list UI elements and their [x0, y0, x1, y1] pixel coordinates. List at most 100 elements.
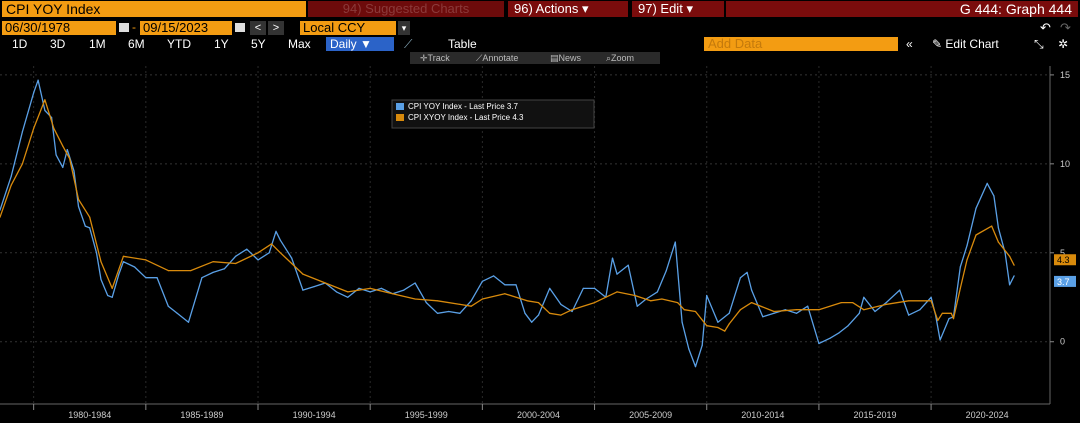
end-date-field[interactable]: 09/15/2023 — [140, 21, 232, 35]
frequency-select[interactable]: Daily ▼ — [326, 37, 394, 51]
collapse-icon[interactable]: « — [906, 37, 913, 51]
news-tool[interactable]: ▤ News — [550, 53, 582, 63]
data-point — [291, 262, 293, 265]
news-label: News — [558, 53, 582, 63]
data-point — [694, 310, 697, 313]
data-point — [807, 305, 809, 307]
data-point — [728, 312, 730, 314]
data-point — [818, 309, 820, 311]
data-point — [212, 271, 214, 273]
edit-label: 97) Edit — [638, 1, 683, 16]
data-point — [33, 92, 35, 94]
data-point — [858, 312, 860, 314]
data-point — [347, 291, 349, 293]
data-point — [773, 310, 775, 313]
data-point — [863, 309, 865, 311]
data-point — [324, 282, 326, 284]
chevron-down-icon: ▾ — [686, 1, 693, 16]
legend-swatch — [396, 103, 404, 110]
ticker-field[interactable]: CPI YOY Index — [2, 1, 306, 17]
data-point — [549, 287, 551, 289]
data-point — [436, 312, 439, 314]
data-point — [986, 182, 988, 184]
data-point — [270, 243, 273, 245]
data-point — [795, 312, 798, 314]
data-point — [952, 318, 955, 320]
forward-button[interactable]: > — [268, 21, 284, 35]
data-point — [10, 184, 12, 186]
data-point — [369, 287, 371, 289]
period-1d[interactable]: 1D — [12, 37, 28, 51]
edit-menu[interactable]: 97) Edit ▾ — [632, 1, 724, 17]
data-point — [706, 325, 708, 327]
data-point — [899, 289, 901, 291]
add-data-input[interactable]: Add Data — [704, 37, 898, 51]
data-point — [636, 305, 638, 307]
data-point — [1013, 264, 1015, 266]
data-point — [526, 300, 528, 302]
data-point — [44, 109, 46, 112]
x-tick-label: 2005-2009 — [629, 410, 672, 420]
zoom-tool[interactable]: ⌕ Zoom — [606, 53, 635, 63]
period-max[interactable]: Max — [288, 37, 311, 51]
data-point — [145, 259, 147, 261]
period-ytd[interactable]: YTD — [167, 37, 191, 51]
data-point — [95, 252, 98, 254]
data-point — [37, 79, 39, 81]
actions-label: 96) Actions — [514, 1, 579, 16]
data-point — [863, 296, 865, 298]
data-point — [257, 259, 259, 261]
annotate-label: Annotate — [482, 53, 519, 63]
data-point — [313, 286, 315, 288]
data-point — [122, 255, 124, 257]
suggested-charts-button[interactable]: 94) Suggested Charts — [308, 1, 504, 17]
data-point — [275, 230, 277, 232]
period-3d[interactable]: 3D — [50, 37, 66, 51]
period-1y[interactable]: 1Y — [214, 37, 229, 51]
period-6m[interactable]: 6M — [128, 37, 145, 51]
data-point — [470, 300, 472, 302]
data-point — [55, 154, 57, 156]
x-tick-label: 2020-2024 — [966, 410, 1009, 420]
last-price-label: 4.3 — [1057, 255, 1070, 265]
data-point — [930, 296, 932, 298]
edit-chart-button[interactable]: ✎ Edit Chart — [932, 37, 999, 51]
data-point — [594, 287, 596, 289]
data-point — [688, 348, 690, 350]
data-point — [594, 302, 596, 304]
annotate-tool[interactable]: ⟋ Annotate — [476, 53, 519, 63]
gear-icon[interactable]: ✲ — [1058, 37, 1069, 51]
table-button[interactable]: Table — [448, 37, 477, 51]
data-point — [33, 127, 35, 129]
data-point — [279, 239, 281, 241]
settings-toggle-icon[interactable]: ⤡ — [1034, 37, 1044, 51]
line-chart-icon[interactable]: ⟋ — [404, 37, 413, 51]
data-point — [665, 270, 667, 272]
data-point — [537, 314, 540, 316]
start-date-field[interactable]: 06/30/1978 — [2, 21, 116, 35]
track-tool[interactable]: ✛ Track — [420, 53, 450, 63]
data-point — [677, 302, 679, 304]
period-5y[interactable]: 5Y — [251, 37, 266, 51]
calendar-icon[interactable] — [119, 23, 129, 32]
data-point — [701, 344, 703, 346]
data-point — [302, 273, 304, 275]
data-point — [176, 312, 178, 314]
undo-icon[interactable]: ↶ — [1040, 20, 1051, 35]
data-point — [975, 234, 977, 236]
calendar-icon[interactable] — [235, 23, 245, 32]
data-point — [111, 287, 113, 289]
chevron-down-icon[interactable]: ▾ — [398, 21, 410, 35]
data-point — [739, 277, 742, 279]
currency-select[interactable]: Local CCY — [300, 21, 396, 35]
back-button[interactable]: < — [250, 21, 266, 35]
actions-menu[interactable]: 96) Actions ▾ — [508, 1, 628, 17]
data-point — [650, 300, 652, 302]
data-point — [436, 300, 439, 302]
last-price-tag — [1054, 254, 1076, 266]
period-1m[interactable]: 1M — [89, 37, 106, 51]
data-point — [187, 321, 190, 323]
data-point — [459, 312, 461, 314]
redo-icon[interactable]: ↷ — [1060, 20, 1071, 35]
